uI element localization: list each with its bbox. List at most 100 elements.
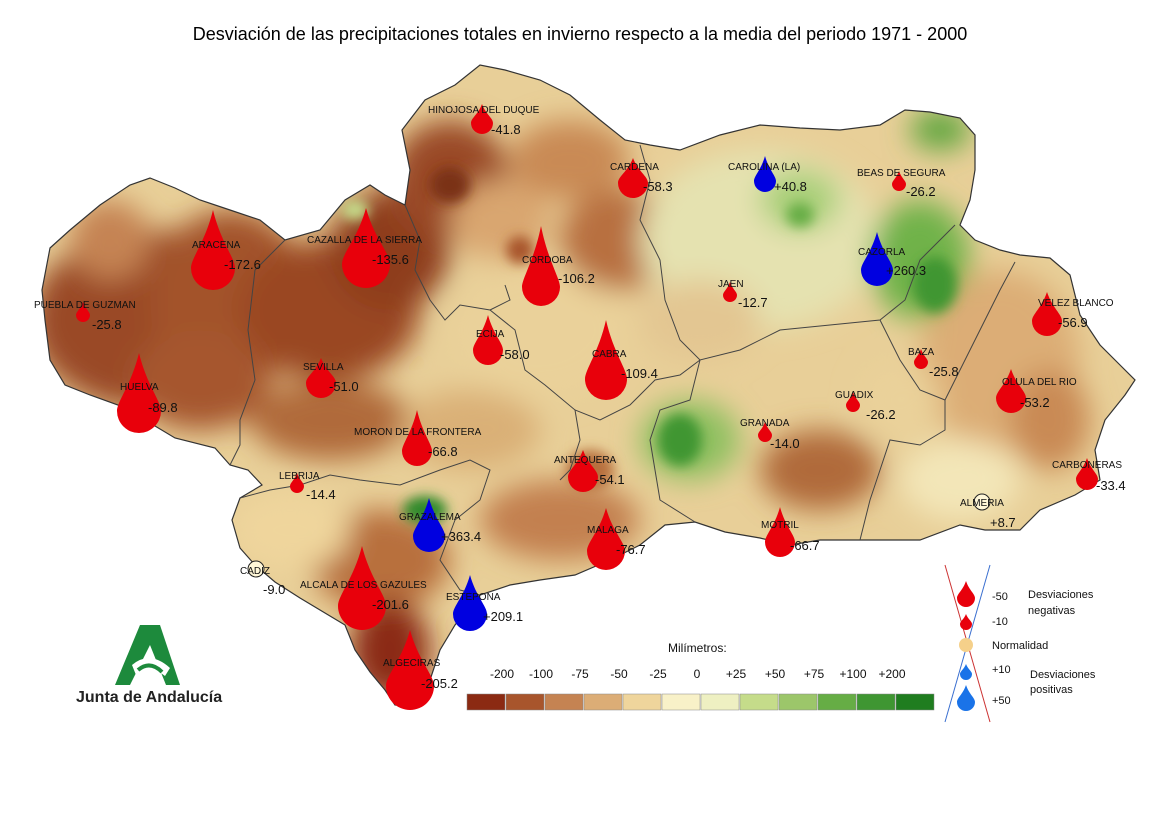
station-value: -25.8: [929, 364, 959, 379]
legend-drop-minus10-icon: [960, 614, 972, 630]
scale-label: 0: [694, 667, 701, 681]
station-value: -51.0: [329, 379, 359, 394]
station-cardena: CARDENA -58.3: [610, 158, 673, 198]
scale-swatch: [817, 693, 857, 711]
stations: HINOJOSA DEL DUQUE -41.8 CARDENA -58.3 CAROL…: [34, 104, 1126, 710]
scale-swatch: [895, 693, 935, 711]
station-lebrija: LEBRIJA -14.4: [279, 471, 336, 502]
station-name: GRANADA: [740, 418, 790, 429]
station-value: -66.7: [790, 538, 820, 553]
legend-positive-2: positivas: [1030, 684, 1073, 696]
station-cazorla: CAZORLA +260.3: [858, 232, 926, 286]
station-name: LEBRIJA: [279, 471, 320, 482]
legend-negative-1: Desviaciones: [1028, 589, 1094, 601]
station-value: +363.4: [441, 529, 481, 544]
station-value: -205.2: [421, 676, 458, 691]
station-name: ARACENA: [192, 240, 241, 251]
station-value: -135.6: [372, 252, 409, 267]
negative-drop-icon: [568, 450, 598, 492]
station-cazalla-de-la-sierra: CAZALLA DE LA SIERRA -135.6: [307, 208, 422, 288]
legend-minus10: -10: [992, 616, 1008, 628]
station-name: HUELVA: [120, 382, 159, 393]
station-value: -33.4: [1096, 478, 1126, 493]
negative-drop-icon: [306, 358, 336, 398]
station-name: ALMERIA: [960, 498, 1004, 509]
station-name: CADIZ: [240, 566, 270, 577]
scale-swatch: [466, 693, 506, 711]
station-value: +8.7: [990, 515, 1016, 530]
legend-normal-icon: [959, 638, 973, 652]
negative-drop-icon: [587, 508, 625, 570]
legend-drop-minus50-icon: [957, 581, 975, 607]
legend-drop-plus50-icon: [957, 685, 975, 711]
station-name: CAZALLA DE LA SIERRA: [307, 235, 422, 246]
scale-swatch: [700, 693, 740, 711]
station-puebla-de-guzman: PUEBLA DE GUZMAN -25.8: [34, 300, 136, 332]
station-ecija: ECIJA -58.0: [473, 315, 530, 365]
station-name: ESTEPONA: [446, 592, 501, 603]
scale-swatch: [661, 693, 701, 711]
station-carolina-la-: CAROLINA (LA) +40.8: [728, 156, 807, 194]
station-name: ANTEQUERA: [554, 455, 617, 466]
scale-swatch: [544, 693, 584, 711]
station-name: BEAS DE SEGURA: [857, 168, 946, 179]
negative-drop-icon: [765, 507, 795, 557]
station-value: -12.7: [738, 295, 768, 310]
scale-swatch: [778, 693, 818, 711]
station-name: GRAZALEMA: [399, 512, 461, 523]
drop-legend: -50 -10 Desviaciones negativas Normalida…: [944, 564, 1096, 723]
station-value: -66.8: [428, 444, 458, 459]
scale-label: -75: [571, 667, 589, 681]
station-name: MALAGA: [587, 525, 629, 536]
color-scale: Milímetros: -200 -100 -75 -50 -25 0 +25 +50 +75 +…: [466, 641, 935, 711]
negative-drop-icon: [473, 315, 503, 365]
station-grazalema: GRAZALEMA +363.4: [399, 498, 481, 552]
station-value: -89.8: [148, 400, 178, 415]
negative-drop-icon: [117, 353, 161, 433]
station-value: -172.6: [224, 257, 261, 272]
scale-label: -200: [490, 667, 514, 681]
scale-label: -50: [610, 667, 628, 681]
scale-label: -25: [649, 667, 667, 681]
scale-label: +75: [804, 667, 825, 681]
station-name: JAEN: [718, 279, 744, 290]
negative-drop-icon: [522, 226, 560, 306]
negative-drop-icon: [290, 473, 304, 493]
station-value: -26.2: [866, 407, 896, 422]
station-name: GUADIX: [835, 390, 874, 401]
normal-marker-icon: [973, 493, 991, 511]
station-value: +40.8: [774, 179, 807, 194]
positive-drop-icon: [861, 232, 893, 286]
station-moron-de-la-frontera: MORON DE LA FRONTERA -66.8: [354, 410, 482, 466]
station-velez-blanco: VELEZ BLANCO -56.9: [1032, 292, 1114, 336]
negative-drop-icon: [723, 282, 737, 302]
station-value: +260.3: [886, 263, 926, 278]
station-antequera: ANTEQUERA -54.1: [554, 450, 625, 492]
negative-drop-icon: [471, 104, 493, 134]
negative-drop-icon: [402, 410, 432, 466]
negative-drop-icon: [618, 158, 648, 198]
scale-swatch: [622, 693, 662, 711]
junta-logo-icon: [115, 625, 180, 685]
station-sevilla: SEVILLA -51.0: [303, 358, 359, 398]
station-almeria: ALMERIA +8.7: [960, 493, 1016, 530]
scale-swatch: [739, 693, 779, 711]
negative-drop-icon: [846, 392, 860, 412]
negative-drop-icon: [914, 349, 928, 369]
station-malaga: MALAGA -76.7: [587, 508, 646, 570]
scale-label: +200: [878, 667, 905, 681]
station-value: -14.4: [306, 487, 336, 502]
station-name: ECIJA: [476, 329, 505, 340]
station-name: CORDOBA: [522, 255, 573, 266]
scale-label: +25: [726, 667, 747, 681]
legend-plus10: +10: [992, 664, 1011, 676]
province-boundaries: [229, 144, 1016, 596]
station-value: -201.6: [372, 597, 409, 612]
station-value: -14.0: [770, 436, 800, 451]
scale-label: +100: [839, 667, 866, 681]
station-beas-de-segura: BEAS DE SEGURA -26.2: [857, 168, 946, 199]
station-value: -25.8: [92, 317, 122, 332]
station-name: MORON DE LA FRONTERA: [354, 427, 482, 438]
station-estepona: ESTEPONA +209.1: [446, 575, 523, 631]
negative-drop-icon: [76, 302, 90, 322]
